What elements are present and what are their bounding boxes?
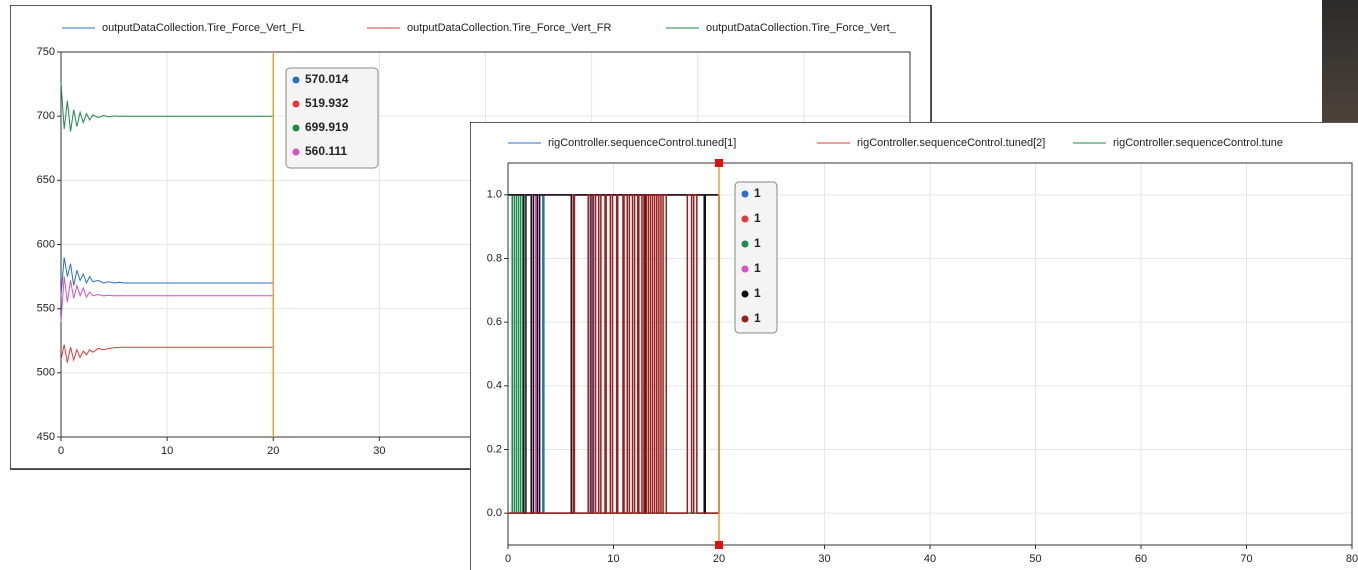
y-tick-label: 0.2 bbox=[487, 443, 502, 455]
x-tick-label: 60 bbox=[1135, 553, 1147, 565]
x-tick-label: 70 bbox=[1240, 553, 1252, 565]
tooltip-dot bbox=[741, 215, 749, 223]
y-tick-label: 450 bbox=[37, 431, 55, 443]
tooltip-dot bbox=[741, 240, 749, 248]
tooltip-value: 560.111 bbox=[305, 144, 347, 158]
plot-frame bbox=[507, 162, 1353, 546]
tooltip-value: 519.932 bbox=[305, 96, 349, 110]
legend-label: outputDataCollection.Tire_Force_Vert_FR bbox=[407, 22, 611, 34]
y-tick-label: 0.6 bbox=[487, 316, 502, 328]
series-line bbox=[60, 257, 274, 296]
x-tick-label: 0 bbox=[505, 553, 511, 565]
series-line bbox=[508, 194, 720, 514]
tooltip-dot bbox=[741, 190, 749, 198]
y-tick-label: 0.4 bbox=[487, 380, 502, 392]
tooltip-dot bbox=[292, 148, 300, 156]
y-tick-label: 650 bbox=[37, 174, 55, 186]
y-tick-label: 0.0 bbox=[487, 507, 502, 519]
x-tick-label: 20 bbox=[713, 553, 725, 565]
tooltip-value: 1 bbox=[754, 311, 761, 325]
legend-label: outputDataCollection.Tire_Force_Vert_FL bbox=[102, 22, 305, 34]
legend-label: outputDataCollection.Tire_Force_Vert_ bbox=[706, 22, 897, 34]
tooltip-value: 570.014 bbox=[305, 72, 349, 86]
tooltip-dot bbox=[292, 76, 300, 84]
y-tick-label: 750 bbox=[37, 46, 55, 58]
series-line bbox=[60, 344, 274, 363]
legend-label: rigController.sequenceControl.tuned[2] bbox=[857, 137, 1045, 149]
cursor-handle bbox=[715, 541, 723, 549]
chart-window: 0 10 20 30 40 50 60 70 80 0.0 0.2 0.4 0.6 0.8 1.0 rigCo… bbox=[470, 122, 1358, 570]
tooltip-value: 1 bbox=[754, 261, 761, 275]
cursor-handle bbox=[715, 159, 723, 167]
x-tick-label: 20 bbox=[267, 445, 279, 457]
x-tick-label: 0 bbox=[58, 445, 64, 457]
x-tick-label: 80 bbox=[1346, 553, 1358, 565]
x-tick-label: 50 bbox=[1029, 553, 1041, 565]
legend-label: rigController.sequenceControl.tune bbox=[1113, 137, 1283, 149]
x-tick-label: 30 bbox=[818, 553, 830, 565]
tooltip-value: 1 bbox=[754, 286, 761, 300]
window-frame bbox=[470, 122, 1358, 570]
tooltip-dot bbox=[741, 315, 749, 323]
y-tick-label: 700 bbox=[37, 110, 55, 122]
cursor-tooltip bbox=[285, 67, 379, 169]
tooltip-dot bbox=[292, 124, 300, 132]
y-tick-label: 600 bbox=[37, 238, 55, 250]
tooltip-value: 699.919 bbox=[305, 120, 349, 134]
x-tick-label: 10 bbox=[161, 445, 173, 457]
y-tick-label: 500 bbox=[37, 367, 55, 379]
series-line bbox=[60, 82, 274, 132]
tooltip-value: 1 bbox=[754, 186, 761, 200]
legend-label: rigController.sequenceControl.tuned[1] bbox=[548, 137, 736, 149]
tooltip-value: 1 bbox=[754, 236, 761, 250]
x-tick-label: 30 bbox=[373, 445, 385, 457]
tooltip-dot bbox=[292, 100, 300, 108]
tooltip-dot bbox=[741, 265, 749, 273]
tooltip-value: 1 bbox=[754, 211, 761, 225]
x-tick-label: 40 bbox=[924, 553, 936, 565]
y-tick-label: 0.8 bbox=[487, 252, 502, 264]
x-tick-label: 10 bbox=[607, 553, 619, 565]
y-tick-label: 550 bbox=[37, 303, 55, 315]
y-tick-label: 1.0 bbox=[487, 189, 502, 201]
tooltip-dot bbox=[741, 290, 749, 298]
series-line bbox=[60, 276, 274, 322]
